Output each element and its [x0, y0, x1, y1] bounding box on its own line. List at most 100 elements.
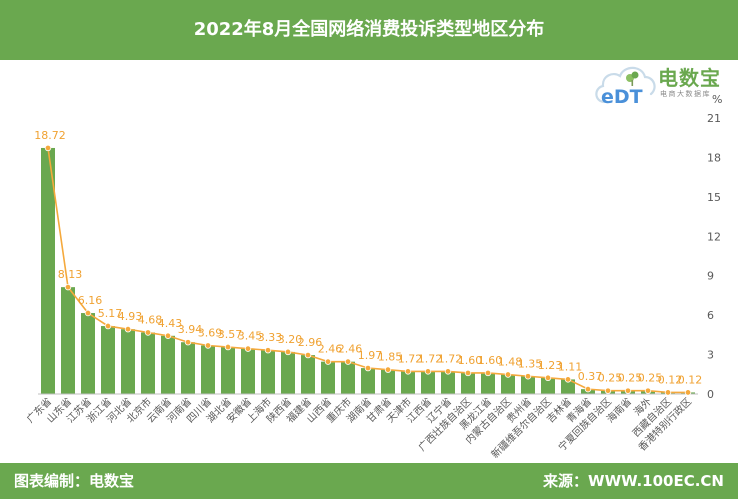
data-label-22: 1.60 — [478, 354, 503, 367]
data-point-11 — [264, 347, 272, 354]
data-label-4: 4.93 — [118, 310, 143, 323]
data-point-13 — [304, 351, 312, 359]
y-tick-label-6: 18 — [707, 151, 721, 164]
bar-14 — [321, 361, 335, 394]
bar-13 — [301, 355, 315, 394]
bar-23 — [501, 374, 515, 394]
y-tick-label-5: 15 — [707, 191, 721, 204]
bar-0 — [41, 147, 55, 394]
data-point-16 — [364, 364, 372, 372]
data-point-14 — [324, 358, 332, 365]
data-label-19: 1.72 — [418, 352, 443, 365]
data-point-24 — [524, 373, 532, 380]
data-label-6: 4.43 — [158, 317, 183, 330]
data-point-17 — [384, 366, 392, 373]
data-point-4 — [124, 326, 132, 333]
data-point-19 — [424, 368, 432, 375]
bar-10 — [241, 348, 255, 394]
data-label-9: 3.57 — [218, 328, 243, 341]
data-label-31: 0.12 — [658, 373, 683, 386]
y-tick-label-1: 3 — [707, 349, 714, 362]
data-label-10: 3.45 — [238, 330, 263, 343]
bar-20 — [441, 371, 455, 394]
data-point-22 — [484, 369, 492, 377]
data-label-18: 1.72 — [398, 352, 423, 365]
title-banner: 2022年8月全国网络消费投诉类型地区分布 — [0, 0, 738, 60]
data-label-30: 0.25 — [638, 372, 663, 385]
data-point-25 — [544, 374, 552, 382]
data-point-15 — [344, 358, 352, 365]
bar-8 — [201, 345, 215, 394]
data-point-2 — [84, 309, 92, 317]
data-label-23: 1.48 — [498, 356, 523, 369]
cloud-logo-icon: eDT — [595, 66, 656, 108]
bar-16 — [361, 368, 375, 394]
bar-5 — [141, 332, 155, 394]
bar-15 — [341, 361, 355, 394]
logo-tagline: 电商大数据库 — [660, 90, 711, 98]
data-point-10 — [244, 345, 252, 352]
data-point-8 — [204, 342, 212, 349]
data-label-32: 0.12 — [678, 373, 703, 386]
data-label-26: 1.11 — [558, 360, 583, 373]
data-label-17: 1.85 — [378, 351, 403, 364]
data-label-5: 4.68 — [138, 313, 163, 326]
bar-18 — [401, 371, 415, 394]
data-label-13: 2.96 — [298, 336, 323, 349]
data-label-12: 3.20 — [278, 333, 303, 346]
data-point-5 — [144, 329, 152, 336]
logo-mark: eDT — [601, 86, 643, 108]
data-point-12 — [284, 348, 292, 356]
bar-7 — [181, 342, 195, 394]
y-unit-label: % — [712, 93, 722, 106]
bar-6 — [161, 335, 175, 394]
data-point-7 — [184, 339, 192, 346]
data-label-25: 1.23 — [538, 359, 563, 372]
data-label-15: 2.46 — [338, 343, 363, 356]
data-point-26 — [564, 376, 572, 383]
bar-21 — [461, 372, 475, 394]
y-tick-label-3: 9 — [707, 270, 714, 283]
chart-plot: 036912151821%广东省山东省江苏省浙江省河北省北京市云南省河南省四川省… — [24, 93, 723, 461]
data-label-1: 8.13 — [58, 268, 83, 281]
bar-19 — [421, 371, 435, 394]
data-source: 来源：WWW.100EC.CN — [543, 472, 724, 490]
bar-9 — [221, 347, 235, 394]
bar-11 — [261, 350, 275, 394]
data-label-28: 0.25 — [598, 372, 623, 385]
data-point-3 — [104, 322, 112, 330]
y-tick-label-0: 0 — [707, 388, 714, 401]
chart-title: 2022年8月全国网络消费投诉类型地区分布 — [193, 19, 545, 40]
y-tick-label-7: 21 — [707, 112, 721, 125]
data-point-21 — [464, 369, 472, 377]
data-point-6 — [164, 332, 172, 339]
data-point-0 — [44, 144, 52, 152]
data-label-16: 1.97 — [358, 349, 383, 362]
data-point-29 — [624, 387, 632, 394]
data-label-27: 0.37 — [578, 370, 603, 383]
data-label-24: 1.35 — [518, 357, 543, 370]
data-point-18 — [404, 368, 412, 375]
data-point-20 — [444, 368, 452, 375]
y-tick-label-2: 6 — [707, 309, 714, 322]
bar-22 — [481, 372, 495, 394]
bar-17 — [381, 369, 395, 394]
data-label-21: 1.60 — [458, 354, 483, 367]
logo: eDT 电数宝 电商大数据库 — [592, 58, 736, 108]
bar-2 — [81, 313, 95, 394]
logo-name: 电数宝 — [658, 66, 721, 90]
data-label-14: 2.46 — [318, 343, 343, 356]
bar-4 — [121, 329, 135, 394]
footer-banner: 图表编制：电数宝 来源：WWW.100EC.CN — [0, 463, 738, 499]
data-label-11: 3.33 — [258, 331, 283, 344]
bar-12 — [281, 351, 295, 394]
data-point-23 — [504, 371, 512, 378]
data-point-30 — [644, 387, 652, 394]
data-label-8: 3.69 — [198, 327, 223, 340]
bar-3 — [101, 326, 115, 394]
chart-credit: 图表编制：电数宝 — [14, 472, 135, 490]
bar-1 — [61, 287, 75, 394]
data-label-20: 1.72 — [438, 352, 463, 365]
data-point-32 — [684, 389, 692, 396]
bar-24 — [521, 376, 535, 394]
